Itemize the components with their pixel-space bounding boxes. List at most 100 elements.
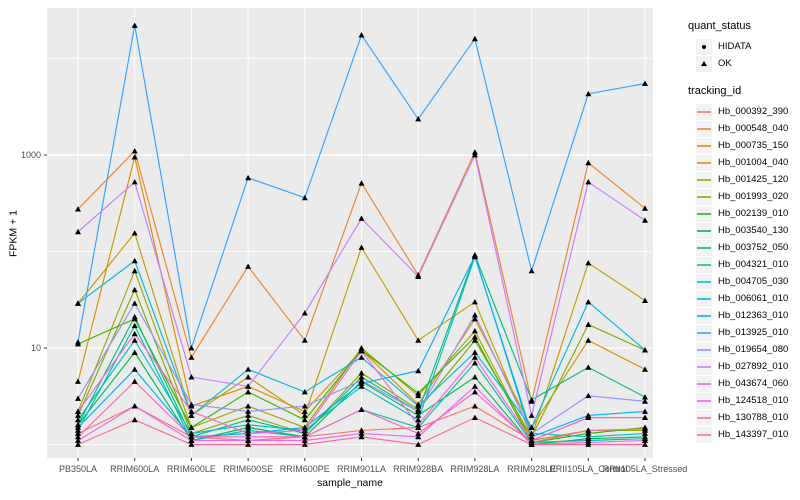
legend-tracking-id-title: tracking_id <box>688 85 742 97</box>
line-key-icon <box>697 178 711 181</box>
line-key-icon <box>697 399 711 402</box>
legend-item-Hb_000392_390: Hb_000392_390 <box>696 103 800 120</box>
legend-item-Hb_019654_080: Hb_019654_080 <box>696 341 800 358</box>
legend-key <box>696 103 712 120</box>
legend-key <box>696 290 712 307</box>
data-points <box>75 22 648 447</box>
legend-item-Hb_124518_010: Hb_124518_010 <box>696 392 800 409</box>
legend-item-Hb_003752_050: Hb_003752_050 <box>696 239 800 256</box>
legend-key <box>696 137 712 154</box>
line-key-icon <box>697 280 711 283</box>
line-key-icon <box>697 229 711 232</box>
plot-panel <box>47 8 653 458</box>
legend-key <box>696 341 712 358</box>
legend-item-label: Hb_012363_010 <box>718 310 789 321</box>
legend-key <box>696 154 712 171</box>
legend-quant-status: quant_status HIDATA OK <box>688 20 800 72</box>
circle-marker-icon <box>702 44 706 49</box>
legend-item-label: Hb_001425_120 <box>718 174 789 185</box>
x-tick-label: RRIM901LA <box>337 464 386 474</box>
triangle-marker-icon <box>701 61 707 66</box>
line-key-icon <box>697 348 711 351</box>
legend-item-Hb_000735_150: Hb_000735_150 <box>696 137 800 154</box>
x-tick-label: PB350LA <box>59 464 97 474</box>
legend-item-label: HIDATA <box>718 41 752 52</box>
legend-key <box>696 409 712 426</box>
x-tick-label: RRIM600LE <box>167 464 216 474</box>
legend: quant_status HIDATA OK tracking_id Hb_000… <box>688 20 800 443</box>
legend-item-Hb_000548_040: Hb_000548_040 <box>696 120 800 137</box>
legend-key <box>696 120 712 137</box>
line-key-icon <box>697 416 711 419</box>
line-key-icon <box>697 110 711 113</box>
x-tick-label: RRIM928LA <box>450 464 499 474</box>
legend-item-label: Hb_002139_010 <box>718 208 789 219</box>
legend-item-Hb_013925_010: Hb_013925_010 <box>696 324 800 341</box>
legend-item-label: Hb_000392_390 <box>718 106 789 117</box>
x-tick-label: RRIM928LE <box>507 464 556 474</box>
line-key-icon <box>697 331 711 334</box>
x-tick-label: RRIM600LA <box>110 464 159 474</box>
x-tick-label: RRII105LA_Control <box>549 464 627 474</box>
line-key-icon <box>697 212 711 215</box>
line-key-icon <box>697 195 711 198</box>
legend-item-Hb_143397_010: Hb_143397_010 <box>696 426 800 443</box>
legend-key <box>696 375 712 392</box>
legend-key <box>696 307 712 324</box>
x-tick-label: RRIM600SE <box>223 464 273 474</box>
legend-item-ok: OK <box>696 55 800 72</box>
legend-item-label: Hb_130788_010 <box>718 412 789 423</box>
x-tick-label: RRIM928BA <box>393 464 443 474</box>
legend-item-label: Hb_001004_040 <box>718 157 789 168</box>
x-tick-label: RRII105LA_Stressed <box>603 464 688 474</box>
line-key-icon <box>697 246 711 249</box>
legend-key <box>696 256 712 273</box>
legend-key <box>696 38 712 55</box>
legend-key <box>696 358 712 375</box>
legend-item-label: Hb_001993_020 <box>718 191 789 202</box>
legend-item-label: Hb_124518_010 <box>718 395 789 406</box>
legend-tracking-id: tracking_id Hb_000392_390 Hb_000548_040 Hb… <box>688 85 800 443</box>
legend-item-label: Hb_003540_130 <box>718 225 789 236</box>
legend-item-Hb_003540_130: Hb_003540_130 <box>696 222 800 239</box>
line-key-icon <box>697 144 711 147</box>
line-key-icon <box>697 127 711 130</box>
legend-item-Hb_001004_040: Hb_001004_040 <box>696 154 800 171</box>
legend-item-Hb_012363_010: Hb_012363_010 <box>696 307 800 324</box>
x-tick-label: RRIM600PE <box>280 464 330 474</box>
legend-key <box>696 222 712 239</box>
legend-key <box>696 239 712 256</box>
legend-item-label: Hb_006061_010 <box>718 293 789 304</box>
legend-item-Hb_043674_060: Hb_043674_060 <box>696 375 800 392</box>
legend-key <box>696 55 712 72</box>
legend-item-Hb_004321_010: Hb_004321_010 <box>696 256 800 273</box>
legend-key <box>696 324 712 341</box>
legend-item-label: Hb_004321_010 <box>718 259 789 270</box>
legend-tracking-id-items: Hb_000392_390 Hb_000548_040 Hb_000735_150 H… <box>696 103 800 443</box>
legend-key <box>696 392 712 409</box>
legend-item-label: Hb_000548_040 <box>718 123 789 134</box>
line-key-icon <box>697 314 711 317</box>
legend-key <box>696 426 712 443</box>
line-key-icon <box>697 365 711 368</box>
legend-item-label: Hb_000735_150 <box>718 140 789 151</box>
line-key-icon <box>697 382 711 385</box>
line-key-icon <box>697 161 711 164</box>
legend-item-Hb_002139_010: Hb_002139_010 <box>696 205 800 222</box>
line-key-icon <box>697 263 711 266</box>
legend-item-hidata: HIDATA <box>696 38 800 55</box>
legend-key <box>696 273 712 290</box>
y-tick-label: 1000 <box>21 150 41 160</box>
legend-item-label: OK <box>718 58 732 69</box>
legend-quant-status-items: HIDATA OK <box>696 38 800 72</box>
legend-item-label: Hb_004705_030 <box>718 276 789 287</box>
legend-item-Hb_006061_010: Hb_006061_010 <box>696 290 800 307</box>
legend-item-label: Hb_143397_010 <box>718 429 789 440</box>
legend-item-Hb_001425_120: Hb_001425_120 <box>696 171 800 188</box>
legend-item-label: Hb_019654_080 <box>718 344 789 355</box>
legend-item-label: Hb_003752_050 <box>718 242 789 253</box>
legend-item-label: Hb_013925_010 <box>718 327 789 338</box>
line-key-icon <box>697 297 711 300</box>
legend-item-Hb_130788_010: Hb_130788_010 <box>696 409 800 426</box>
